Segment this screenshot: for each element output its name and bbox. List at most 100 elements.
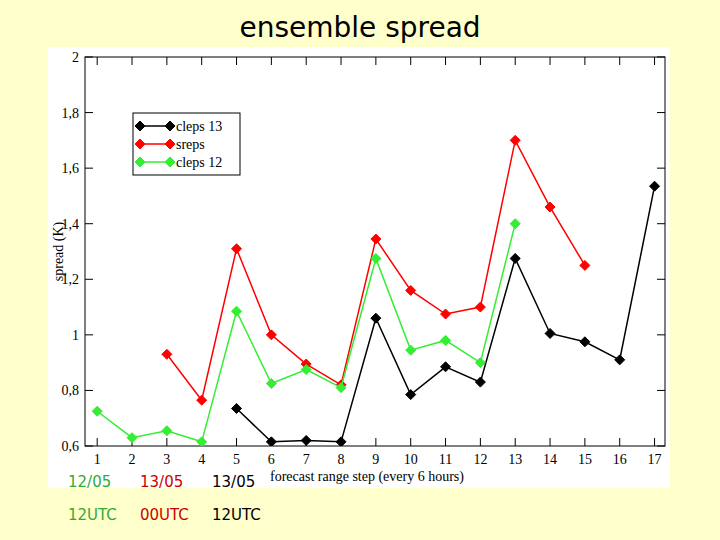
y-tick (85, 168, 93, 169)
series-marker (406, 390, 416, 400)
x-tick-label: 15 (578, 452, 592, 467)
annotation: 13/05 (140, 473, 183, 491)
x-tick-label: 1 (94, 452, 101, 467)
legend-marker (135, 157, 145, 167)
y-tick (85, 223, 93, 224)
y-axis-label: spread (K) (51, 221, 67, 281)
series-marker (441, 362, 451, 372)
series-line (167, 140, 585, 400)
series-marker (475, 377, 485, 387)
x-tick (236, 438, 237, 446)
x-tick (515, 57, 516, 65)
series-group (92, 135, 659, 446)
x-tick (375, 438, 376, 446)
series-marker (545, 202, 555, 212)
legend-label: sreps (176, 137, 205, 152)
x-tick (654, 57, 655, 65)
x-tick (480, 438, 481, 446)
title: ensemble spread (239, 11, 480, 44)
series-marker (441, 309, 451, 319)
x-tick-label: 9 (372, 452, 379, 467)
series-marker (266, 330, 276, 340)
annotation: 12UTC (212, 506, 261, 524)
legend-label: cleps 13 (176, 119, 222, 134)
x-tick (341, 57, 342, 65)
x-tick (445, 438, 446, 446)
series-marker (301, 365, 311, 375)
y-tick (657, 112, 665, 113)
y-tick (657, 57, 665, 58)
y-tick-label: 0,6 (62, 439, 80, 454)
y-tick-label: 1,8 (62, 106, 80, 121)
x-tick (375, 57, 376, 65)
annotation: 12/05 (68, 473, 111, 491)
y-tick (657, 223, 665, 224)
y-tick (657, 446, 665, 447)
x-tick (410, 438, 411, 446)
x-tick (271, 57, 272, 65)
series-marker (441, 335, 451, 345)
x-tick (97, 438, 98, 446)
x-tick (445, 57, 446, 65)
y-tick (657, 390, 665, 391)
series-marker (301, 435, 311, 445)
series-marker (475, 302, 485, 312)
x-tick (480, 57, 481, 65)
y-tick (657, 168, 665, 169)
legend-box (133, 113, 240, 175)
series-marker (475, 358, 485, 368)
series-marker (197, 395, 207, 405)
series-marker (336, 437, 346, 446)
y-tick (85, 390, 93, 391)
y-tick (85, 279, 93, 280)
annotation: 13/05 (212, 473, 255, 491)
y-tick-label: 1,6 (62, 161, 80, 176)
series-marker (371, 234, 381, 244)
series-marker (406, 345, 416, 355)
x-tick-label: 4 (198, 452, 205, 467)
series-marker (510, 219, 520, 229)
plot-panel (48, 47, 670, 488)
x-tick-label: 17 (648, 452, 662, 467)
y-tick (85, 112, 93, 113)
y-tick (657, 334, 665, 335)
series-marker (232, 403, 242, 413)
x-tick-label: 11 (439, 452, 452, 467)
x-tick (201, 57, 202, 65)
x-tick (584, 57, 585, 65)
x-tick-label: 8 (338, 452, 345, 467)
x-tick (97, 57, 98, 65)
y-tick-label: 1 (72, 328, 79, 343)
x-tick (166, 57, 167, 65)
y-tick-label: 0,8 (62, 383, 80, 398)
legend-marker (165, 157, 175, 167)
series-line (97, 224, 515, 442)
series-marker (545, 328, 555, 338)
series-line (237, 186, 655, 442)
legend-marker (135, 121, 145, 131)
x-tick-label: 5 (233, 452, 240, 467)
x-tick-label: 7 (303, 452, 310, 467)
series-marker (580, 337, 590, 347)
x-tick (515, 438, 516, 446)
y-tick (657, 279, 665, 280)
y-tick (85, 446, 93, 447)
x-tick (166, 438, 167, 446)
chart: ensemble spread0,60,811,21,41,61,8212345… (0, 0, 720, 540)
x-tick (550, 57, 551, 65)
x-tick-label: 3 (163, 452, 170, 467)
x-tick-label: 6 (268, 452, 275, 467)
background (0, 0, 720, 540)
series-marker (162, 349, 172, 359)
series-marker (615, 355, 625, 365)
x-tick (132, 57, 133, 65)
series-marker (197, 437, 207, 446)
series-marker (232, 306, 242, 316)
x-tick (550, 438, 551, 446)
annotation: 12UTC (68, 506, 117, 524)
y-tick-label: 2 (72, 50, 79, 65)
series-marker (266, 378, 276, 388)
x-tick (410, 57, 411, 65)
legend-label: cleps 12 (176, 155, 222, 170)
x-tick-label: 2 (129, 452, 136, 467)
